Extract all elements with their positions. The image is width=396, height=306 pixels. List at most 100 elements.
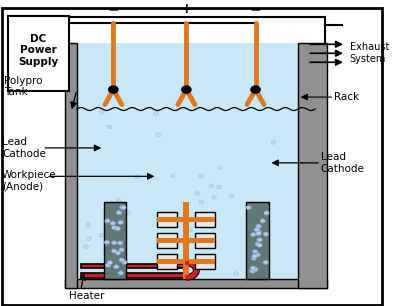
Circle shape (170, 174, 175, 177)
Circle shape (218, 166, 222, 170)
Circle shape (119, 258, 124, 262)
Bar (157, 259, 183, 264)
Bar (157, 254, 177, 269)
Bar (81, 273, 187, 278)
Circle shape (111, 249, 117, 253)
Circle shape (256, 248, 261, 252)
Bar (183, 202, 189, 279)
Circle shape (116, 199, 121, 202)
Circle shape (250, 266, 256, 270)
Circle shape (107, 125, 112, 129)
Bar (157, 212, 177, 227)
Circle shape (110, 221, 116, 226)
Text: Heater: Heater (69, 291, 105, 301)
Text: Exhaust
System: Exhaust System (350, 43, 389, 64)
Bar (189, 218, 215, 222)
Circle shape (118, 218, 122, 222)
Bar (189, 259, 215, 264)
Circle shape (116, 211, 122, 215)
Circle shape (114, 265, 119, 269)
Circle shape (109, 86, 118, 93)
Circle shape (105, 263, 111, 267)
Circle shape (115, 251, 121, 255)
Circle shape (256, 224, 261, 228)
Circle shape (254, 228, 259, 232)
Bar (65, 43, 77, 288)
Circle shape (234, 272, 238, 275)
Circle shape (246, 206, 251, 210)
Circle shape (264, 211, 269, 215)
Circle shape (255, 242, 260, 246)
Circle shape (112, 226, 117, 230)
Circle shape (107, 261, 113, 265)
Circle shape (188, 229, 192, 232)
Circle shape (257, 238, 262, 242)
Circle shape (115, 226, 120, 231)
Circle shape (118, 271, 124, 275)
Circle shape (255, 253, 260, 257)
Circle shape (256, 230, 261, 234)
Circle shape (263, 260, 268, 264)
Text: −: − (108, 2, 119, 16)
Bar (77, 43, 315, 279)
Bar (65, 279, 327, 288)
Circle shape (199, 174, 204, 178)
Bar (298, 43, 327, 288)
Circle shape (99, 110, 104, 114)
Circle shape (104, 240, 110, 244)
Circle shape (118, 220, 123, 225)
Bar (8, 16, 69, 91)
Circle shape (86, 223, 90, 227)
Circle shape (165, 241, 169, 244)
Bar (195, 233, 215, 248)
Bar (246, 202, 268, 279)
Circle shape (256, 232, 261, 236)
Circle shape (257, 243, 262, 247)
Circle shape (135, 175, 139, 179)
Text: Polypro
Tank: Polypro Tank (4, 76, 42, 97)
Circle shape (195, 192, 200, 195)
Bar (81, 263, 187, 268)
Text: Rack: Rack (334, 92, 360, 102)
Bar (157, 218, 183, 222)
Circle shape (217, 185, 221, 189)
Circle shape (251, 256, 257, 260)
Circle shape (199, 200, 204, 204)
Circle shape (99, 233, 104, 237)
Bar (195, 212, 215, 227)
Bar (157, 238, 183, 243)
Circle shape (121, 205, 126, 210)
Circle shape (253, 267, 258, 271)
Circle shape (271, 140, 276, 144)
Text: −: − (250, 2, 261, 16)
Circle shape (120, 205, 125, 209)
Circle shape (260, 219, 265, 223)
Circle shape (209, 184, 214, 188)
Circle shape (252, 254, 257, 258)
Bar (189, 238, 215, 243)
Text: Workpiece
(Anode): Workpiece (Anode) (2, 170, 57, 192)
Circle shape (252, 250, 258, 254)
Circle shape (122, 260, 127, 264)
Text: DC
Power
Supply: DC Power Supply (18, 34, 59, 67)
Circle shape (250, 269, 255, 273)
Bar (157, 233, 177, 248)
Circle shape (105, 219, 110, 223)
Circle shape (118, 241, 123, 245)
Circle shape (84, 245, 88, 248)
Text: Lead
Cathode: Lead Cathode (321, 152, 365, 174)
Circle shape (255, 217, 260, 221)
Circle shape (112, 241, 117, 245)
Circle shape (119, 248, 124, 252)
Circle shape (156, 133, 160, 136)
Bar (104, 202, 126, 279)
Circle shape (197, 214, 202, 218)
Circle shape (182, 86, 191, 93)
Bar (195, 254, 215, 269)
Circle shape (251, 86, 260, 93)
Circle shape (263, 232, 268, 236)
Circle shape (87, 237, 91, 241)
Circle shape (253, 268, 258, 272)
Circle shape (154, 112, 158, 115)
Circle shape (126, 211, 131, 215)
